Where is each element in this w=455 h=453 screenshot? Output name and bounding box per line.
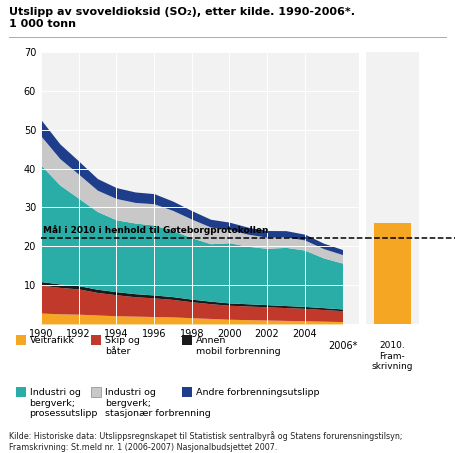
Text: Industri og
bergverk;
prosessutslipp: Industri og bergverk; prosessutslipp — [30, 388, 98, 418]
Text: Andre forbrenningsutslipp: Andre forbrenningsutslipp — [196, 388, 319, 397]
Text: Annen
mobil forbrenning: Annen mobil forbrenning — [196, 336, 280, 356]
Text: Kilde: Historiske data: Utslippsregnskapet til Statistisk sentralbyrå og Statens: Kilde: Historiske data: Utslippsregnskap… — [9, 431, 403, 452]
Text: Veitrafikk: Veitrafikk — [30, 336, 75, 345]
Text: 1 000 tonn: 1 000 tonn — [9, 19, 76, 29]
Text: Skip og
båter: Skip og båter — [105, 336, 140, 356]
Text: Industri og
bergverk;
stasjonær forbrenning: Industri og bergverk; stasjonær forbrenn… — [105, 388, 210, 418]
Text: Mål i 2010 i henhold til Gøteborgprotokollen: Mål i 2010 i henhold til Gøteborgprotoko… — [43, 226, 268, 236]
Text: 2010.
Fram-
skrivning: 2010. Fram- skrivning — [372, 342, 413, 371]
Text: Utslipp av svoveldioksid (SO₂), etter kilde. 1990-2006*.: Utslipp av svoveldioksid (SO₂), etter ki… — [9, 7, 355, 17]
Bar — [374, 223, 411, 324]
Text: 2006*: 2006* — [328, 342, 357, 352]
